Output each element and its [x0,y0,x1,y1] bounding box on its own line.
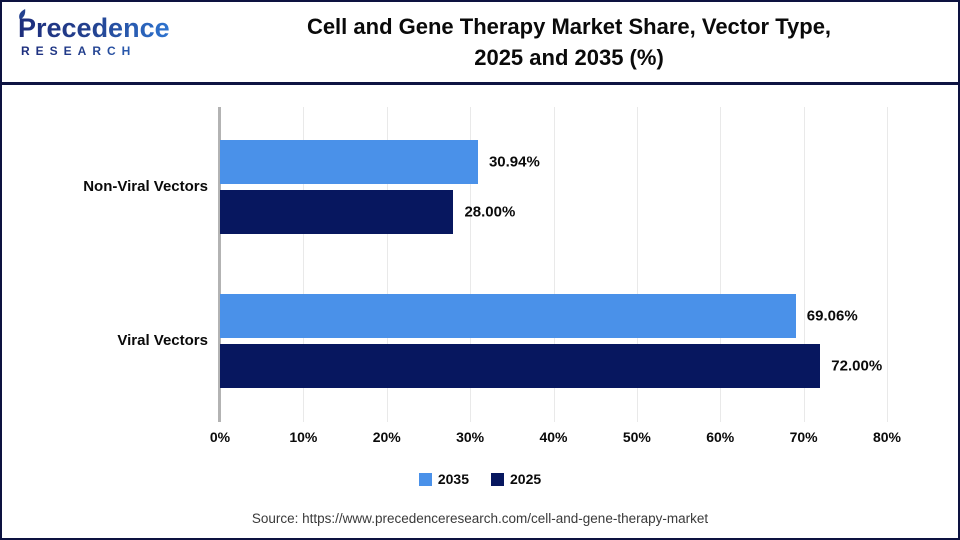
x-tick-label-10: 10% [289,429,318,445]
gridline [803,107,805,422]
legend: 2035 2025 [2,471,958,487]
category-label-viral-vectors: Viral Vectors [117,332,208,349]
gridline [553,107,555,422]
leaf-icon [14,6,32,27]
legend-swatch-2035 [418,472,432,486]
bar-2025-viral-vectors: 72.00% [220,344,882,388]
header: Precedence RESEARCH Cell and Gene Therap… [2,2,958,85]
category-label-non-viral-vectors: Non-Viral Vectors [83,178,208,195]
value-label-2035-viral-vectors: 69.06% [806,307,858,325]
bar-2035-viral-vectors: 69.06% [220,294,858,338]
page-title: Cell and Gene Therapy Market Share, Vect… [180,2,958,73]
logo-wordmark: Precedence [18,13,180,43]
x-tick-label-30: 30% [456,429,485,445]
value-label-2025-non-viral-vectors: 28.00% [464,203,516,221]
bar-2035-non-viral-vectors: 30.94% [220,140,540,184]
precedence-research-logo: Precedence RESEARCH [2,2,180,58]
logo-subtitle: RESEARCH [18,44,180,58]
x-tick-label-40: 40% [539,429,568,445]
legend-item-2035: 2035 [418,471,469,487]
bar-2025-non-viral-vectors: 28.00% [220,190,515,234]
gridline [887,107,888,422]
gridline [636,107,638,422]
plot-area: 30.94% 28.00% 69.06% 72.00% [218,107,888,422]
x-tick-label-80: 80% [872,429,902,445]
bar-chart: 30.94% 28.00% 69.06% 72.00% Non-Viral Vecto… [2,85,958,538]
legend-label-2035: 2035 [437,471,469,487]
x-tick-label-0: 0% [209,429,231,445]
x-tick-label-20: 20% [372,429,401,445]
gridline [303,107,305,422]
gridline [720,107,722,422]
x-tick-label-70: 70% [789,429,818,445]
title-line-1: Cell and Gene Therapy Market Share, Vect… [306,14,832,39]
y-axis-line [218,107,221,422]
x-tick-label-60: 60% [706,429,735,445]
source-text: Source: https://www.precedenceresearch.c… [251,511,709,526]
gridline [386,107,388,422]
legend-label-2025: 2025 [510,471,542,487]
value-label-2025-viral-vectors: 72.00% [831,357,883,375]
title-line-2: 2025 and 2035 (%) [474,45,664,70]
gridline [470,107,472,422]
category-axis: Non-Viral Vectors Viral Vectors [2,107,208,422]
legend-swatch-2025 [491,472,504,486]
legend-item-2025: 2025 [491,471,541,487]
x-axis: 0% 10% 20% 30% 40% 50% 60% 70% 80% [210,429,901,449]
value-label-2035-non-viral-vectors: 30.94% [488,153,540,171]
x-tick-label-50: 50% [622,429,651,445]
